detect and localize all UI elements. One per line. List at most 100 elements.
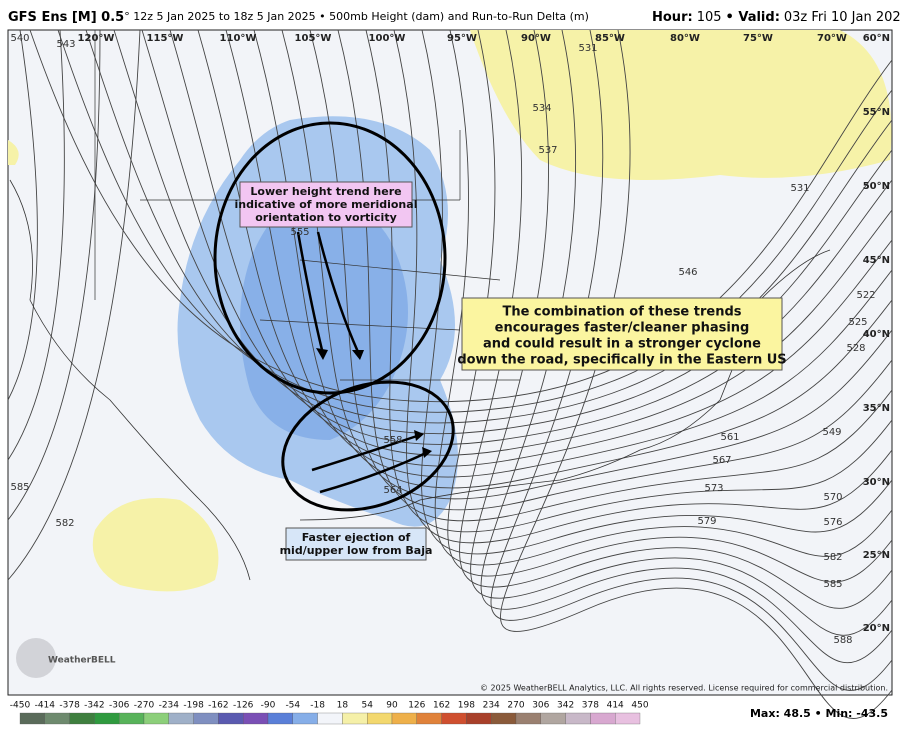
- colorbar-swatch: [292, 712, 318, 725]
- model: GFS Ens [M] 0.5: [8, 10, 124, 25]
- colorbar-swatch: [69, 712, 95, 725]
- arrowheads: [316, 348, 432, 458]
- contour-label: 540: [10, 33, 29, 44]
- annotation-text: down the road, specifically in the Easte…: [457, 353, 786, 368]
- contour-label: 543: [56, 39, 75, 50]
- colorbar-tick-label: -342: [84, 701, 104, 711]
- logo-globe: [16, 638, 56, 678]
- hour: 105: [697, 10, 722, 25]
- colorbar-swatch: [466, 712, 492, 725]
- colorbar-tick-label: -450: [10, 701, 31, 711]
- header-left: GFS Ens [M] 0.5° 12z 5 Jan 2025 to 18z 5…: [8, 10, 589, 25]
- colorbar-swatch: [441, 712, 467, 725]
- annotation-text: Lower height trend here: [250, 185, 401, 198]
- colorbar-swatch: [317, 712, 343, 725]
- annotation-text: and could result in a stronger cyclone: [483, 337, 761, 352]
- colorbar-swatch: [143, 712, 169, 725]
- colorbar-tick-label: 234: [483, 701, 500, 711]
- annotation-text: Faster ejection of: [302, 531, 411, 544]
- longitude-label: 120°W: [78, 33, 115, 44]
- colorbar-tick-label: -162: [208, 701, 228, 711]
- longitude-label: 95°W: [447, 33, 477, 44]
- longitude-label: 85°W: [595, 33, 625, 44]
- contour-line: [113, 29, 893, 435]
- contour-label: 558: [383, 435, 402, 446]
- ellipse-highlight: [213, 121, 447, 395]
- longitude-label: 100°W: [369, 33, 406, 44]
- latitude-label: 25°N: [863, 550, 890, 561]
- contour-label: 555: [290, 227, 309, 238]
- contour-label: 549: [822, 427, 841, 438]
- latitude-label: 40°N: [863, 329, 890, 340]
- contour-line: [7, 29, 101, 521]
- colorbar-swatch: [94, 712, 120, 725]
- colorbar-swatch: [491, 712, 517, 725]
- colorbar-swatch: [168, 712, 194, 725]
- copyright: © 2025 WeatherBELL Analytics, LLC. All r…: [480, 684, 888, 693]
- contour-line: [393, 29, 893, 544]
- longitude-label: 80°W: [670, 33, 700, 44]
- colorbar-tick-label: -306: [109, 701, 130, 711]
- colorbar-swatch: [44, 712, 70, 725]
- colorbar-tick-label: 198: [458, 701, 475, 711]
- colorbar-tick-label: 162: [433, 701, 450, 711]
- latitude-label: 20°N: [863, 623, 890, 634]
- contour-label: 570: [823, 492, 842, 503]
- colorbar: -450 -414 -378 -342 -306 -270 -234 -198 -162 -126…: [10, 701, 649, 725]
- colorbar-tick-label: 378: [582, 701, 599, 711]
- colorbar-swatch: [615, 712, 641, 725]
- annotation-text: encourages faster/cleaner phasing: [495, 321, 750, 336]
- colorbar-tick-label: -198: [183, 701, 204, 711]
- colorbar-tick-label: -90: [261, 701, 276, 711]
- colorbar-tick-label: 126: [408, 701, 425, 711]
- contour-label: 531: [790, 183, 809, 194]
- colorbar-swatch: [367, 712, 393, 725]
- hour-label: Hour:: [652, 10, 693, 25]
- header-right: Hour: 105 • Valid: 03z Fri 10 Jan 2025: [652, 10, 900, 25]
- latitude-label: 60°N: [863, 33, 890, 44]
- contour-line: [365, 29, 893, 533]
- colorbar-swatch: [19, 712, 45, 725]
- colorbar-tick-label: 90: [386, 701, 398, 711]
- latitude-label: 50°N: [863, 181, 890, 192]
- contour-line: [253, 29, 893, 489]
- colorbar-tick-label: -270: [134, 701, 155, 711]
- colorbar-tick-label: -126: [233, 701, 254, 711]
- annotation-text: orientation to vorticity: [255, 211, 397, 224]
- contour-line: [225, 29, 893, 478]
- contour-label: 579: [697, 516, 716, 527]
- contour-line: [57, 29, 893, 413]
- contour-line: [421, 29, 893, 555]
- contour-label: 573: [704, 483, 723, 494]
- contour-line: [337, 29, 893, 522]
- annotation-text: mid/upper low from Baja: [280, 544, 433, 557]
- colorbar-tick-label: -54: [285, 701, 300, 711]
- contour-label: 582: [823, 552, 842, 563]
- contour-line: [7, 29, 38, 401]
- colorbar-tick-label: 270: [507, 701, 524, 711]
- latitude-label: 30°N: [863, 477, 890, 488]
- colorbar-tick-label: 414: [607, 701, 624, 711]
- valid: 03z Fri 10 Jan 2025: [784, 10, 900, 25]
- contour-label: 561: [720, 432, 739, 443]
- contour-line: [29, 29, 893, 402]
- contour-label: 522: [856, 290, 875, 301]
- colorbar-swatch: [243, 712, 269, 725]
- colorbar-tick-label: -234: [159, 701, 180, 711]
- annotation-text: The combination of these trends: [502, 305, 741, 320]
- ellipse-highlight: [281, 380, 455, 512]
- colorbar-tick-label: -378: [59, 701, 80, 711]
- colorbar-swatch: [515, 712, 541, 725]
- colorbar-swatch: [267, 712, 293, 725]
- annotation-box: [285, 527, 427, 561]
- colorbar-tick-label: 18: [337, 701, 349, 711]
- contour-labels: 540 543 531 534 537 531 546 522 525 528 …: [10, 33, 875, 646]
- colorbar-swatch: [218, 712, 244, 725]
- latitude-label: 35°N: [863, 403, 890, 414]
- contour-label: 531: [578, 43, 597, 54]
- positive-anomaly: [8, 140, 19, 165]
- contour-line: [197, 29, 893, 467]
